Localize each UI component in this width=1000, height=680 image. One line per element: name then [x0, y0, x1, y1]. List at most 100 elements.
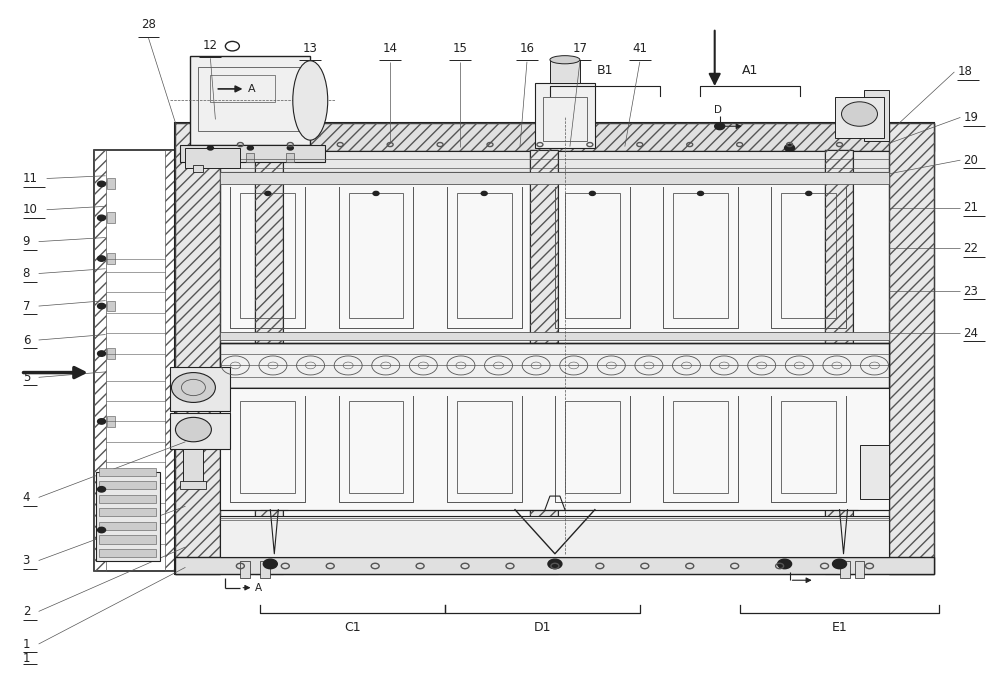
- Bar: [240, 560, 250, 577]
- Circle shape: [548, 559, 562, 568]
- Bar: [286, 154, 294, 162]
- Bar: [193, 165, 203, 172]
- Text: 11: 11: [23, 172, 38, 185]
- Text: 28: 28: [141, 18, 156, 31]
- Bar: [170, 413, 230, 449]
- Bar: [107, 178, 115, 189]
- Circle shape: [98, 181, 106, 186]
- Bar: [840, 560, 850, 577]
- Text: 10: 10: [23, 203, 38, 216]
- Bar: [825, 150, 853, 574]
- Bar: [175, 123, 934, 574]
- Text: D: D: [780, 561, 788, 571]
- Bar: [99, 549, 156, 557]
- Circle shape: [98, 215, 106, 220]
- Text: E1: E1: [832, 621, 847, 634]
- Circle shape: [481, 191, 487, 195]
- Bar: [835, 97, 884, 138]
- Text: 22: 22: [963, 242, 978, 255]
- Bar: [175, 152, 934, 172]
- Bar: [198, 67, 303, 131]
- Bar: [180, 145, 325, 162]
- Bar: [889, 123, 934, 574]
- Text: 19: 19: [963, 111, 978, 124]
- Circle shape: [778, 559, 792, 568]
- Bar: [183, 449, 203, 483]
- Circle shape: [98, 351, 106, 356]
- Bar: [99, 495, 156, 503]
- Bar: [349, 401, 403, 494]
- Text: B1: B1: [597, 65, 613, 78]
- Text: 20: 20: [963, 154, 978, 167]
- Bar: [175, 123, 220, 574]
- Bar: [99, 522, 156, 530]
- Bar: [170, 367, 230, 411]
- Bar: [94, 150, 175, 571]
- Text: 14: 14: [383, 42, 398, 55]
- Bar: [96, 473, 160, 560]
- Bar: [107, 484, 115, 495]
- Circle shape: [842, 102, 877, 126]
- Bar: [255, 150, 283, 574]
- Ellipse shape: [550, 56, 580, 64]
- Circle shape: [698, 191, 704, 195]
- Bar: [457, 401, 512, 494]
- Text: D1: D1: [534, 621, 551, 634]
- Bar: [240, 193, 295, 318]
- Circle shape: [171, 373, 215, 403]
- Text: 16: 16: [519, 42, 534, 55]
- Bar: [781, 193, 836, 318]
- Circle shape: [247, 146, 253, 150]
- Circle shape: [833, 559, 847, 568]
- Text: 1: 1: [23, 638, 30, 651]
- Text: 12: 12: [203, 39, 218, 52]
- Text: 3: 3: [23, 554, 30, 567]
- Bar: [535, 84, 595, 148]
- Circle shape: [263, 559, 277, 568]
- Bar: [240, 401, 295, 494]
- Bar: [220, 172, 889, 184]
- Bar: [457, 193, 512, 318]
- Text: 7: 7: [23, 300, 30, 313]
- Text: 1: 1: [23, 652, 30, 666]
- Circle shape: [207, 146, 213, 150]
- Text: A1: A1: [741, 65, 758, 78]
- Text: 4: 4: [23, 491, 30, 504]
- Bar: [107, 301, 115, 311]
- Bar: [99, 508, 156, 516]
- Bar: [220, 516, 889, 557]
- Bar: [107, 524, 115, 535]
- Bar: [220, 332, 889, 340]
- Circle shape: [589, 191, 595, 195]
- Bar: [565, 401, 620, 494]
- Circle shape: [373, 191, 379, 195]
- Bar: [550, 60, 580, 84]
- Bar: [530, 150, 558, 574]
- Text: 41: 41: [632, 42, 647, 55]
- Bar: [673, 193, 728, 318]
- Bar: [565, 193, 620, 318]
- Bar: [349, 193, 403, 318]
- Text: 24: 24: [963, 326, 978, 340]
- Bar: [781, 401, 836, 494]
- Bar: [175, 123, 220, 574]
- Bar: [825, 150, 853, 574]
- Bar: [175, 123, 934, 574]
- Bar: [175, 123, 934, 152]
- Bar: [855, 560, 864, 577]
- Text: 13: 13: [303, 42, 318, 55]
- Bar: [175, 123, 934, 152]
- Bar: [220, 343, 889, 388]
- Text: D: D: [714, 105, 722, 115]
- Circle shape: [98, 527, 106, 532]
- Bar: [185, 148, 240, 169]
- Circle shape: [806, 191, 812, 195]
- Bar: [107, 212, 115, 223]
- Text: 6: 6: [23, 333, 30, 347]
- Text: 21: 21: [963, 201, 978, 214]
- Bar: [864, 90, 889, 141]
- Bar: [543, 97, 587, 141]
- Circle shape: [98, 419, 106, 424]
- Bar: [99, 468, 156, 476]
- Bar: [860, 445, 889, 500]
